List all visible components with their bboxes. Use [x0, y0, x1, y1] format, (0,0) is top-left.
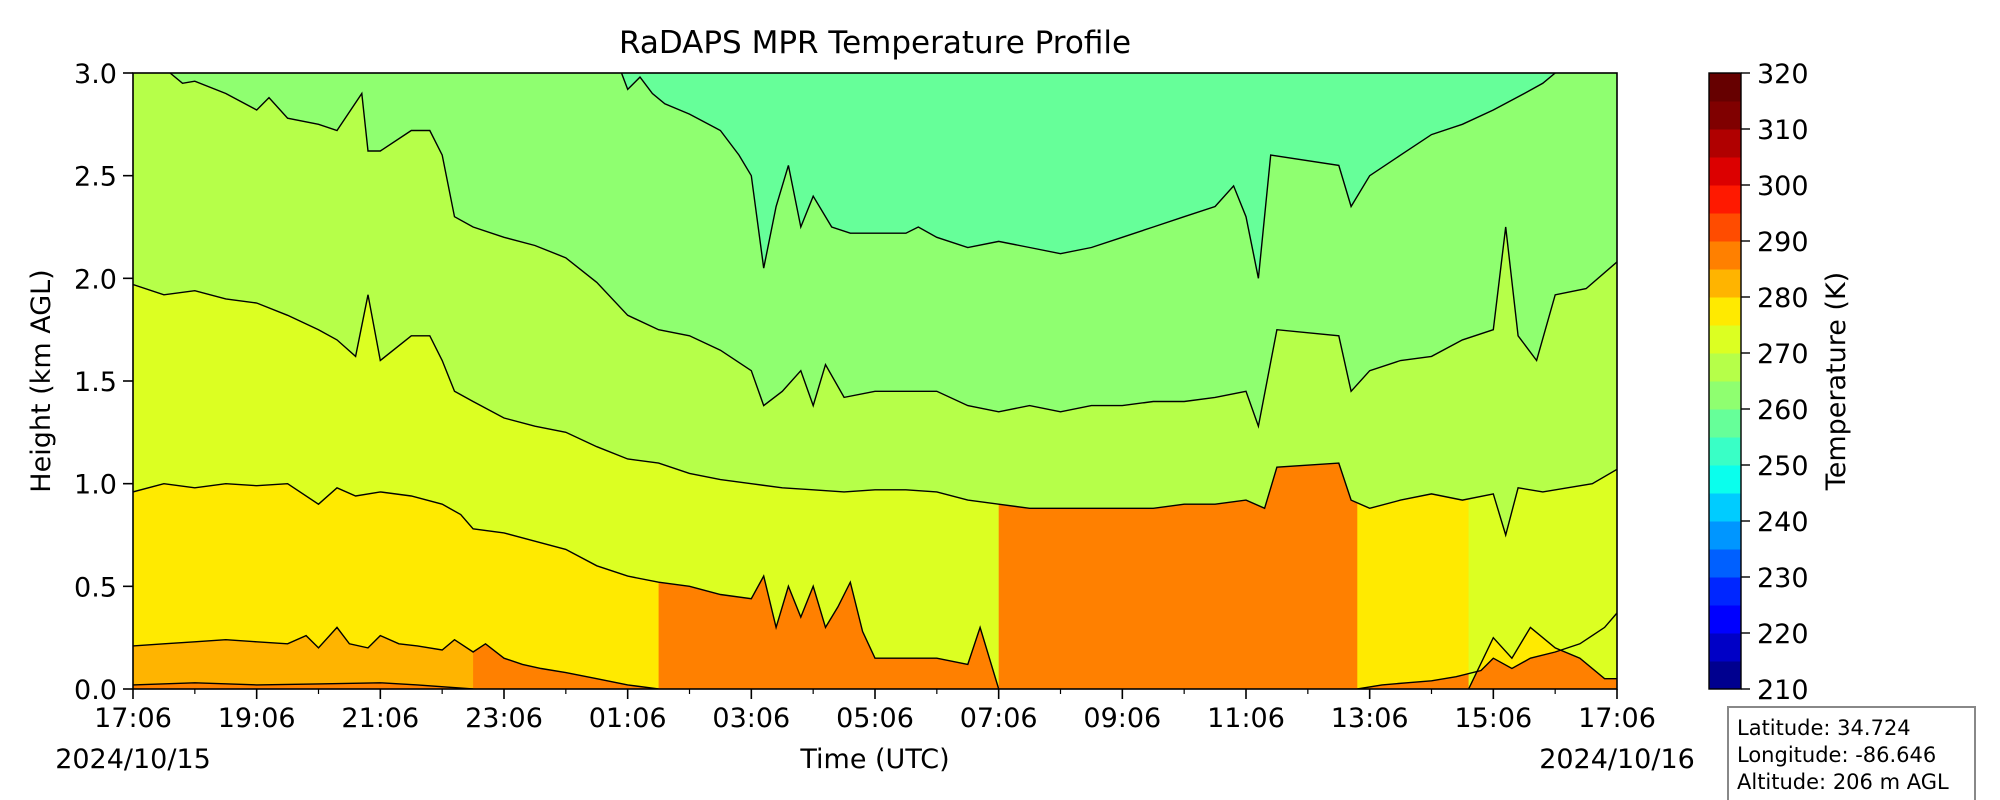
colorbar-cell — [1709, 409, 1741, 438]
colorbar-label: Temperature (K) — [1821, 272, 1852, 491]
colorbar-cell — [1709, 549, 1741, 578]
colorbar: 210 220 230 240 250 260 270 280 290 300 310 320 Tem… — [1708, 59, 1852, 706]
x-tick-label: 13:06 — [1331, 703, 1409, 734]
contour-band-265-7 — [621, 73, 1556, 279]
colorbar-cell — [1709, 185, 1741, 214]
longitude-text: Longitude: -86.646 — [1737, 743, 1936, 767]
y-tick-label: 2.0 — [74, 264, 117, 295]
x-tick-label: 21:06 — [341, 703, 419, 734]
colorbar-cell — [1709, 381, 1741, 410]
colorbar-cell — [1709, 605, 1741, 634]
colorbar-cell — [1709, 325, 1741, 354]
altitude-text: Altitude: 206 m AGL — [1737, 770, 1949, 794]
colorbar-cell — [1709, 73, 1741, 102]
colorbar-cell — [1709, 661, 1741, 690]
contour-line-285-2 — [1357, 612, 1617, 689]
station-info-frame — [1727, 706, 1976, 800]
contour-line-280-3 — [133, 482, 1000, 689]
colorbar-tick-label: 290 — [1757, 227, 1809, 258]
colorbar-cell — [1709, 633, 1741, 662]
contour-line-280-4 — [1467, 626, 1617, 689]
x-tick-label: 15:06 — [1454, 703, 1532, 734]
x-tick-label: 17:06 — [1578, 703, 1656, 734]
y-tick-label: 2.5 — [74, 162, 117, 193]
start-date-label: 2024/10/15 — [55, 744, 211, 775]
contour-line-265-7 — [620, 73, 1556, 279]
y-tick-label: 0.5 — [74, 572, 117, 603]
colorbar-tick-label: 300 — [1757, 171, 1809, 202]
y-tick-label: 0.0 — [74, 675, 117, 706]
colorbar-tick-label: 280 — [1757, 283, 1809, 314]
x-tick-label: 17:06 — [94, 703, 172, 734]
colorbar-cell — [1709, 297, 1741, 326]
colorbar-cell — [1709, 157, 1741, 186]
colorbar-cell — [1709, 521, 1741, 550]
x-tick-label: 03:06 — [712, 703, 790, 734]
contour-line-270-6 — [169, 73, 1617, 429]
colorbar-cell — [1709, 129, 1741, 158]
x-axis: 17:06 19:06 21:06 23:06 01:06 03:06 05:06 07:06… — [94, 689, 1656, 734]
y-axis-label: Height (km AGL) — [26, 269, 57, 492]
colorbar-cell — [1709, 269, 1741, 298]
chart-title: RaDAPS MPR Temperature Profile — [619, 25, 1131, 61]
colorbar-tick-label: 320 — [1757, 59, 1809, 90]
colorbar-cell — [1709, 577, 1741, 606]
x-axis-label: Time (UTC) — [799, 744, 949, 775]
colorbar-cell — [1709, 465, 1741, 494]
x-tick-label: 11:06 — [1207, 703, 1285, 734]
colorbar-tick-label: 250 — [1757, 451, 1809, 482]
colorbar-cell — [1709, 493, 1741, 522]
colorbar-tick-label: 230 — [1757, 563, 1809, 594]
colorbar-cell — [1709, 353, 1741, 382]
x-tick-label: 07:06 — [960, 703, 1038, 734]
contour-line-275-5 — [133, 283, 1617, 538]
x-tick-label: 05:06 — [836, 703, 914, 734]
x-tick-label: 01:06 — [589, 703, 667, 734]
y-tick-label: 1.0 — [74, 470, 117, 501]
end-date-label: 2024/10/16 — [1539, 744, 1695, 775]
colorbar-tick-label: 310 — [1757, 115, 1809, 146]
y-tick-label: 3.0 — [74, 59, 117, 90]
x-tick-label: 23:06 — [465, 703, 543, 734]
station-info-box: Latitude: 34.724 Longitude: -86.646 Alti… — [1727, 706, 1976, 800]
plot-area — [133, 73, 1617, 689]
colorbar-tick-label: 240 — [1757, 507, 1809, 538]
x-tick-label: 19:06 — [218, 703, 296, 734]
contour-line-290-0 — [133, 682, 474, 689]
y-axis: 0.0 0.5 1.0 1.5 2.0 2.5 3.0 — [74, 59, 133, 706]
colorbar-cell — [1709, 101, 1741, 130]
latitude-text: Latitude: 34.724 — [1737, 716, 1911, 740]
colorbar-cell — [1709, 213, 1741, 242]
colorbar-tick-label: 260 — [1757, 395, 1809, 426]
x-tick-label: 09:06 — [1083, 703, 1161, 734]
y-tick-label: 1.5 — [74, 367, 117, 398]
colorbar-frame — [1708, 72, 1742, 690]
colorbar-cell — [1709, 241, 1741, 270]
colorbar-tick-label: 270 — [1757, 339, 1809, 370]
colorbar-cell — [1709, 437, 1741, 466]
colorbar-tick-label: 220 — [1757, 619, 1809, 650]
contour-line-285-1 — [133, 626, 659, 689]
colorbar-tick-label: 210 — [1757, 675, 1809, 706]
